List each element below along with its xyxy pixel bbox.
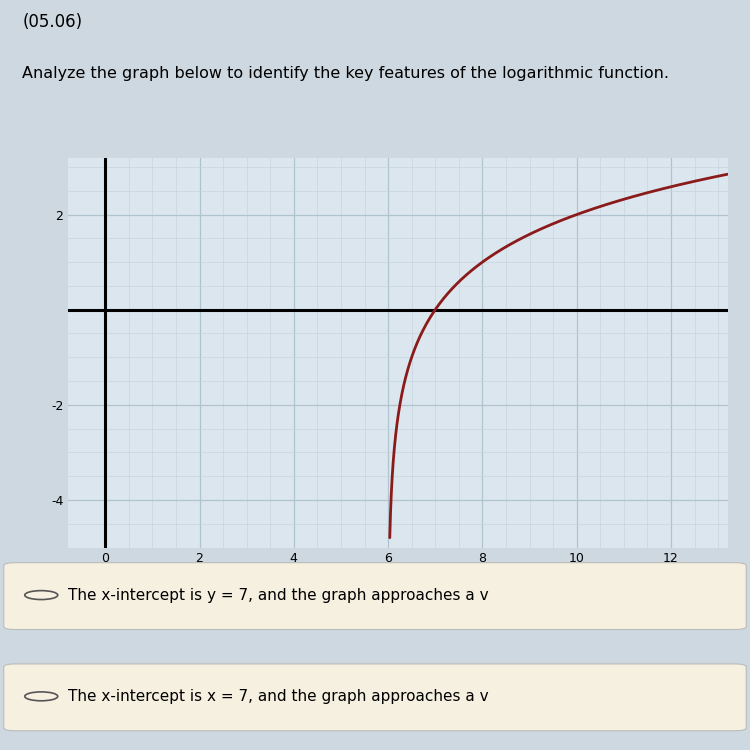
Text: (05.06): (05.06): [22, 13, 82, 31]
Text: The x-intercept is y = 7, and the graph approaches a v: The x-intercept is y = 7, and the graph …: [68, 587, 488, 602]
Text: Analyze the graph below to identify the key features of the logarithmic function: Analyze the graph below to identify the …: [22, 66, 670, 81]
FancyBboxPatch shape: [4, 664, 746, 730]
Text: The x-intercept is x = 7, and the graph approaches a v: The x-intercept is x = 7, and the graph …: [68, 688, 488, 703]
FancyBboxPatch shape: [4, 562, 746, 629]
